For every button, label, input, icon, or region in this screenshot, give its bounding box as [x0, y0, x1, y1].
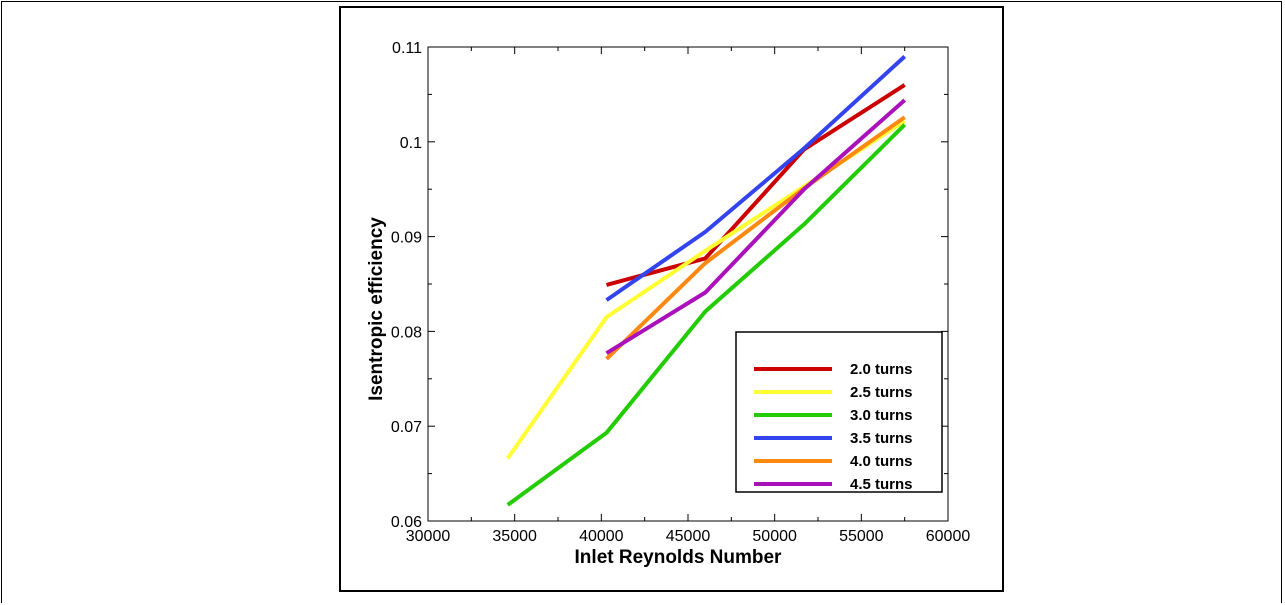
x-tick-label: 30000 — [406, 528, 451, 545]
chart-frame — [339, 6, 1004, 592]
legend: 2.0 turns 2.5 turns 3.0 turns 3.5 turns 4.0 … — [735, 331, 943, 493]
series-line-2-0-turns — [605, 83, 906, 287]
legend-label: 4.5 turns — [850, 476, 913, 493]
x-tick-label: 60000 — [926, 528, 971, 545]
x-tick-label: 40000 — [579, 528, 624, 545]
series-layer — [506, 55, 907, 507]
y-tick-label: 0.1 — [400, 135, 422, 152]
x-tick-label: 50000 — [752, 528, 797, 545]
legend-box — [735, 331, 943, 493]
x-axis-ticks: 30000 35000 40000 45000 50000 55000 60000 — [406, 47, 971, 545]
y-axis-ticks: 0.06 0.07 0.08 0.09 0.1 0.11 — [391, 40, 948, 531]
y-tick-label: 0.08 — [391, 324, 422, 341]
series-line-4-5-turns — [605, 98, 907, 355]
legend-label: 2.5 turns — [850, 384, 913, 401]
y-tick-label: 0.11 — [392, 40, 422, 57]
legend-label: 2.0 turns — [850, 361, 913, 378]
series-line-4-0-turns — [605, 115, 906, 361]
x-axis-title: Inlet Reynolds Number — [575, 547, 783, 568]
x-tick-label: 55000 — [839, 528, 884, 545]
legend-label: 4.0 turns — [850, 453, 913, 470]
series-line-3-5-turns — [605, 55, 907, 302]
legend-label: 3.0 turns — [850, 407, 913, 424]
x-tick-label: 35000 — [492, 528, 537, 545]
y-tick-label: 0.06 — [391, 514, 422, 531]
y-tick-label: 0.07 — [391, 419, 422, 436]
legend-label: 3.5 turns — [850, 430, 913, 447]
x-tick-label: 45000 — [666, 528, 711, 545]
y-tick-label: 0.09 — [391, 230, 422, 247]
y-axis-title: Isentropic efficiency — [366, 217, 387, 401]
series-line-3-0-turns — [506, 123, 907, 507]
